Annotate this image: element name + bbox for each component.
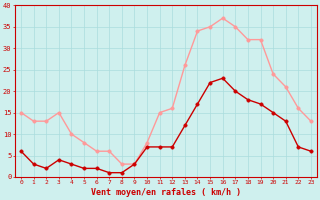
X-axis label: Vent moyen/en rafales ( km/h ): Vent moyen/en rafales ( km/h ) bbox=[91, 188, 241, 197]
